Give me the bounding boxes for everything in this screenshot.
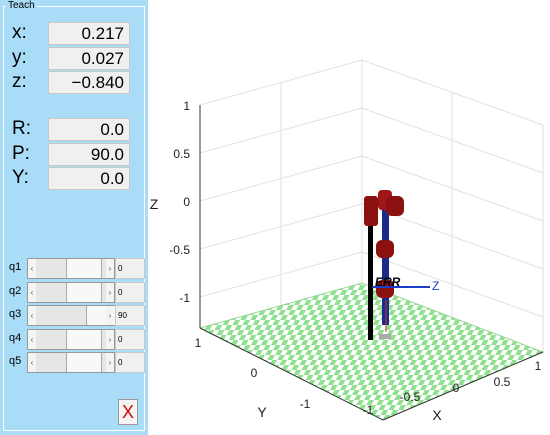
slider-left-arrow[interactable]: ‹ [28, 329, 36, 349]
z-tick-label: 0 [183, 195, 190, 209]
slider-left-arrow[interactable]: ‹ [28, 259, 36, 278]
joint-label: q2 [9, 284, 22, 297]
x-tick-label: 0 [453, 381, 460, 395]
frame-z-label: Z [432, 279, 439, 293]
joint-label: q1 [9, 261, 22, 273]
slider-left-arrow[interactable]: ‹ [28, 306, 36, 325]
slider-right-arrow[interactable]: › [106, 329, 114, 349]
field-value: 0.217 [48, 22, 130, 45]
z-tick-label: 1 [183, 99, 190, 113]
x-tick-label: 1 [535, 359, 542, 373]
slider-left-arrow[interactable]: ‹ [28, 353, 36, 372]
joint-label: q5 [9, 355, 22, 367]
robot [364, 190, 430, 340]
joint-value: 0 [115, 258, 145, 279]
x-tick-label: -0.5 [400, 390, 421, 404]
joint-slider[interactable]: ‹ › [27, 305, 122, 326]
panel-frame [3, 6, 145, 431]
slider-right-arrow[interactable]: › [106, 259, 114, 278]
teach-panel: Teach X x: 0.217 y: 0.027 z: −0.840 R: 0.0 P: 90.… [0, 0, 148, 435]
field-label: P: [12, 143, 30, 164]
z-tick-label: 0.5 [173, 147, 190, 161]
field-label: x: [12, 22, 27, 43]
joint-value: 0 [115, 352, 145, 373]
close-button[interactable]: X [118, 399, 138, 425]
robot-name: ERR [375, 275, 401, 289]
joint-label: q4 [9, 331, 22, 344]
y-axis-label: Y [257, 404, 267, 420]
z-tick-label: -0.5 [169, 243, 190, 257]
field-value: 90.0 [48, 143, 130, 166]
slider-thumb[interactable] [66, 353, 102, 372]
joint-slider[interactable]: ‹ › [27, 258, 115, 279]
z-tick-label: -1 [179, 291, 190, 305]
joint-slider[interactable]: ‹ › [27, 281, 115, 303]
slider-left-arrow[interactable]: ‹ [28, 282, 36, 302]
field-label: z: [12, 71, 27, 92]
slider-right-arrow[interactable]: › [106, 353, 114, 372]
joint-value: 0 [115, 328, 145, 350]
field-label: Y: [12, 167, 29, 188]
axes [199, 105, 544, 421]
z-axis-label: Z [150, 196, 159, 212]
x-tick-label: 0.5 [494, 375, 511, 389]
joint-label: q3 [9, 308, 22, 320]
slider-thumb[interactable] [66, 282, 102, 302]
panel-title: Teach [6, 0, 37, 11]
joint-value: 0 [115, 281, 145, 303]
slider-thumb[interactable] [66, 259, 102, 278]
field-value: 0.0 [48, 167, 130, 190]
joint-slider[interactable]: ‹ › [27, 352, 115, 373]
field-value: −0.840 [48, 71, 130, 94]
y-tick-label: 1 [195, 336, 202, 350]
x-tick-label: -1 [363, 403, 374, 417]
field-value: 0.0 [48, 118, 130, 141]
field-value: 0.027 [48, 47, 130, 70]
field-label: y: [12, 47, 27, 68]
x-axis-label: X [432, 407, 442, 423]
joint-slider[interactable]: ‹ › [27, 328, 115, 350]
field-label: R: [12, 118, 31, 139]
y-tick-label: 0 [251, 366, 258, 380]
y-tick-label: -1 [300, 397, 311, 411]
joint-value: 90 [115, 305, 145, 326]
slider-thumb[interactable] [66, 329, 102, 349]
slider-right-arrow[interactable]: › [106, 282, 114, 302]
slider-right-arrow[interactable]: › [106, 306, 114, 325]
